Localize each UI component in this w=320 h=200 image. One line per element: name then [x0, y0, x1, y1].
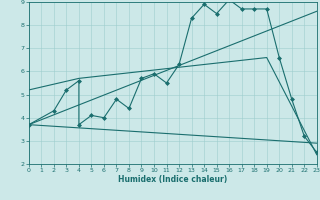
X-axis label: Humidex (Indice chaleur): Humidex (Indice chaleur): [118, 175, 228, 184]
